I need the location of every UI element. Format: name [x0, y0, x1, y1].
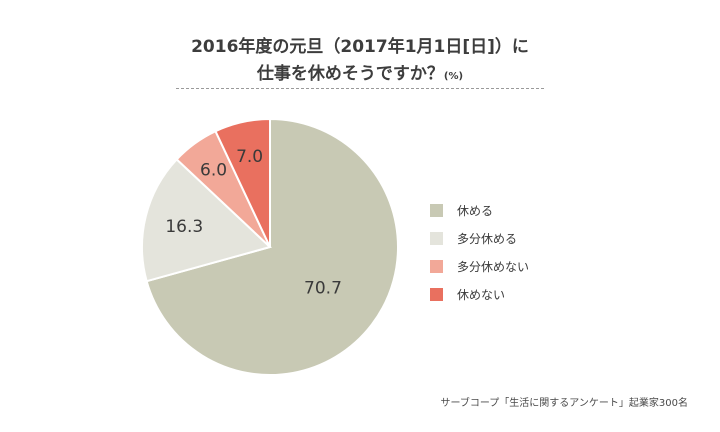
legend-swatch-3: [430, 259, 443, 273]
legend: 休める多分休める多分休めない 休めない: [430, 196, 529, 308]
legend-label-2: 多分休める: [457, 231, 518, 246]
source-note: サーブコープ「生活に関するアンケート」起業家300名: [440, 398, 689, 409]
pie-slice-1: [145, 117, 399, 376]
slice-value-label-4: 7.0: [236, 147, 263, 167]
chart-unit: (%): [443, 71, 464, 82]
legend-item-1: 休める: [430, 196, 529, 224]
legend-swatch-1: [430, 203, 443, 217]
slice-value-label-2: 16.3: [165, 217, 203, 237]
pie-slice-2: [141, 157, 272, 283]
legend-label-1: 休める: [457, 203, 494, 218]
chart-title-line1: 2016年度の元旦（2017年1月1日[日]）に: [191, 37, 529, 57]
legend-swatch-2: [430, 231, 443, 245]
legend-item-2: 多分休める: [430, 224, 529, 252]
chart-title-line2-row: 仕事を休めそうですか？(%): [0, 61, 720, 90]
legend-label-4: 休めない: [457, 287, 506, 302]
legend-swatch-4: [430, 287, 443, 301]
pie-slice-4: [214, 117, 271, 248]
chart-title-line2: 仕事を休めそうですか？: [256, 64, 444, 84]
legend-label-3: 多分休めない: [457, 259, 530, 274]
title-divider: [176, 88, 544, 89]
chart-title: 2016年度の元旦（2017年1月1日[日]）に 仕事を休めそうですか？(%): [0, 34, 720, 90]
legend-item-4: 休めない: [430, 280, 529, 308]
slice-value-label-1: 70.7: [304, 278, 342, 298]
slice-value-label-3: 6.0: [200, 160, 227, 180]
legend-item-3: 多分休めない: [430, 252, 529, 280]
